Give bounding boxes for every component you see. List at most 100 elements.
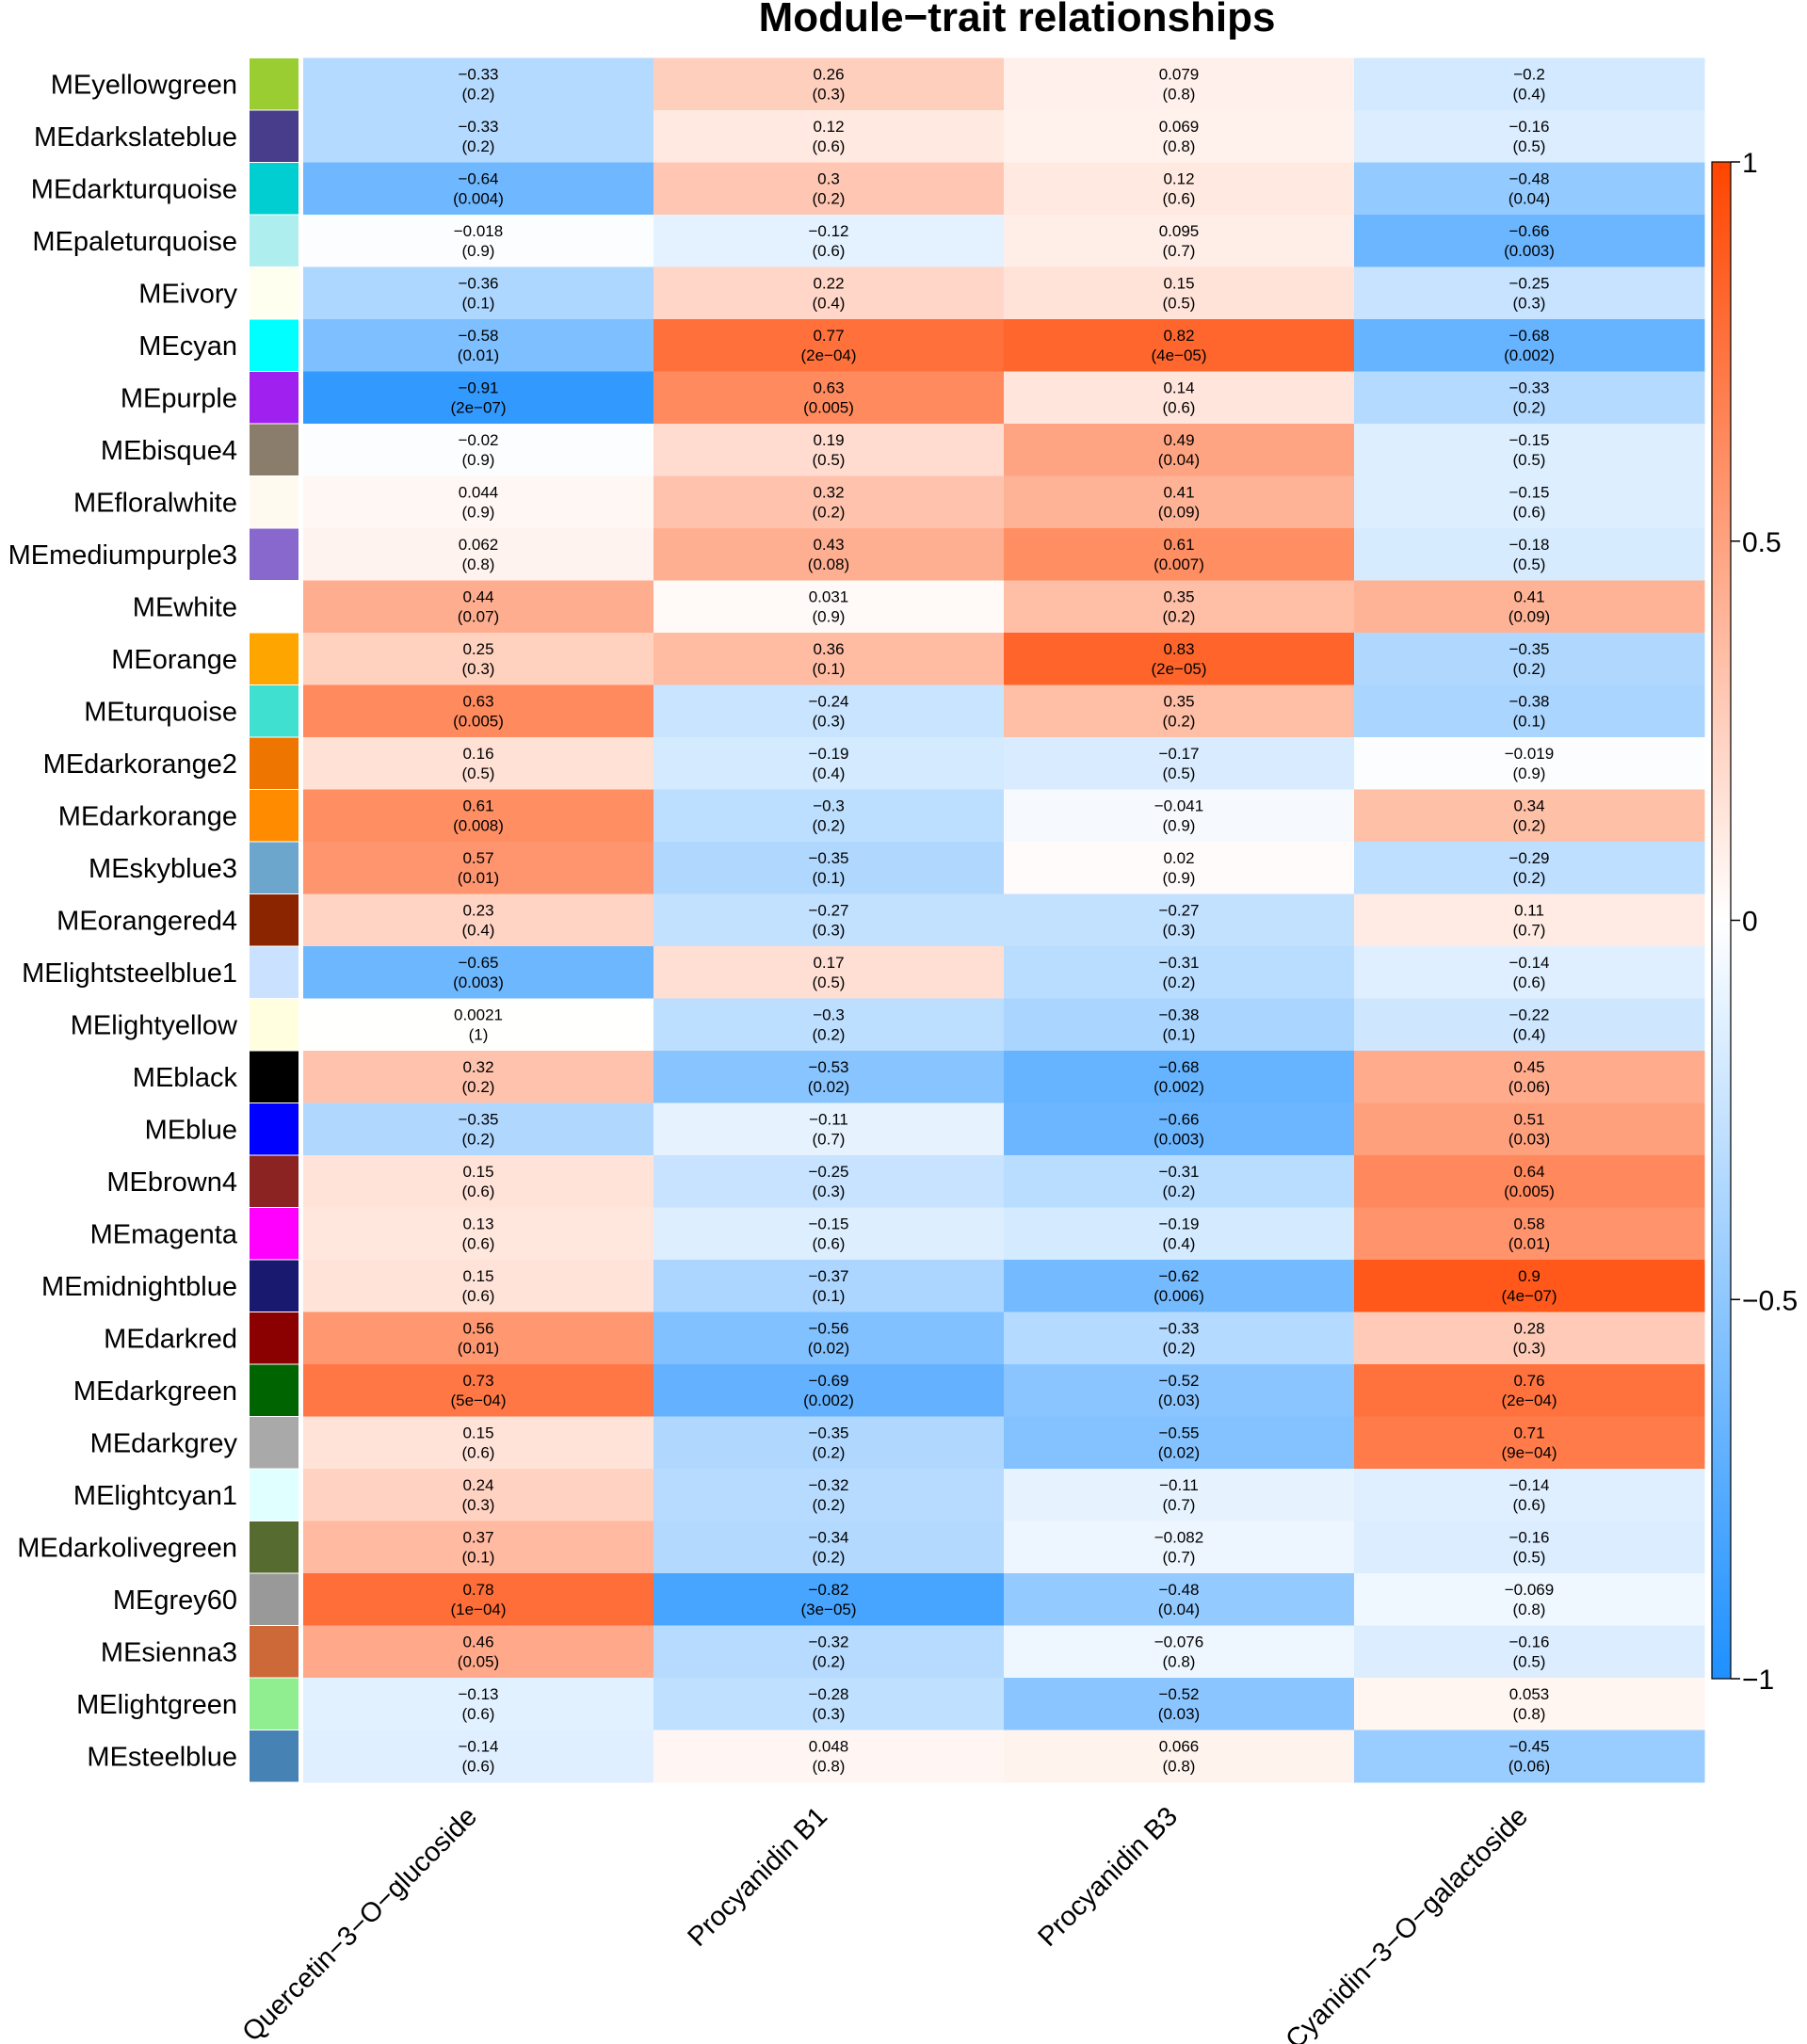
- cell-correlation: −0.56: [808, 1320, 848, 1338]
- cell-correlation: 0.82: [1163, 327, 1194, 345]
- cell-pvalue: (2e−05): [1151, 660, 1206, 678]
- cell-correlation: −0.82: [808, 1581, 848, 1599]
- cell-correlation: −0.48: [1158, 1581, 1199, 1599]
- cell-correlation: 0.23: [462, 902, 493, 920]
- cell-correlation: −0.35: [458, 1111, 498, 1129]
- heatmap-cell: [1354, 371, 1705, 425]
- cell-pvalue: (0.005): [1504, 1183, 1555, 1200]
- cell-correlation: 0.25: [462, 640, 493, 658]
- row-label: MEskyblue3: [89, 854, 237, 884]
- cell-correlation: −0.35: [808, 1424, 848, 1442]
- cell-correlation: 0.61: [1163, 536, 1194, 554]
- heatmap-cell: [1354, 266, 1705, 320]
- heatmap-cell: [303, 1312, 654, 1365]
- cell-pvalue: (0.3): [813, 1705, 846, 1723]
- cell-pvalue: (0.5): [1513, 451, 1546, 469]
- cell-correlation: 0.76: [1513, 1372, 1544, 1390]
- heatmap-cell: [653, 580, 1005, 634]
- cell-pvalue: (0.02): [808, 1078, 849, 1096]
- cell-pvalue: (0.2): [813, 504, 846, 522]
- heatmap-cell: [303, 998, 654, 1052]
- cell-pvalue: (0.1): [813, 869, 846, 887]
- legend-tick-label: 1: [1742, 148, 1758, 179]
- cell-correlation: 0.58: [1513, 1215, 1544, 1233]
- module-swatch: [250, 790, 298, 842]
- cell-correlation: −0.58: [458, 327, 498, 345]
- cell-correlation: −0.69: [808, 1372, 848, 1390]
- heatmap-cell: [1354, 1678, 1705, 1730]
- cell-correlation: −0.31: [1158, 954, 1199, 972]
- cell-pvalue: (0.008): [453, 817, 504, 835]
- module-swatch: [250, 1626, 298, 1678]
- heatmap-cell: [1354, 57, 1705, 111]
- heatmap-cell: [303, 110, 654, 163]
- heatmap-cell: [1354, 1573, 1705, 1626]
- row-label: MElightsteelblue1: [22, 958, 237, 989]
- cell-correlation: 0.053: [1509, 1685, 1550, 1703]
- cell-pvalue: (0.3): [813, 922, 846, 940]
- cell-pvalue: (0.07): [458, 608, 499, 626]
- cell-correlation: 0.15: [1163, 275, 1194, 293]
- cell-pvalue: (0.6): [462, 1758, 495, 1776]
- heatmap-cell: [653, 1678, 1005, 1730]
- row-label: MEdarkslateblue: [34, 122, 237, 153]
- module-swatch: [250, 1051, 298, 1102]
- heatmap-cell: [1004, 946, 1355, 999]
- cell-pvalue: (0.6): [1163, 399, 1196, 417]
- cell-correlation: 0.19: [813, 431, 844, 449]
- heatmap-cells: −0.33(0.2)0.26(0.3)0.079(0.8)−0.2(0.4)−0…: [303, 57, 1705, 1783]
- heatmap-cell: [1354, 1207, 1705, 1261]
- cell-correlation: −0.19: [808, 745, 848, 763]
- cell-pvalue: (0.7): [1163, 1549, 1196, 1567]
- cell-pvalue: (0.2): [1163, 1183, 1196, 1200]
- heatmap-cell: [303, 1678, 654, 1730]
- row-label: MElightgreen: [76, 1690, 237, 1720]
- cell-pvalue: (0.4): [462, 922, 495, 940]
- heatmap-cell: [1354, 684, 1705, 738]
- cell-pvalue: (0.01): [458, 1340, 499, 1358]
- cell-pvalue: (0.2): [813, 1496, 846, 1514]
- cell-pvalue: (0.8): [1163, 137, 1196, 155]
- cell-pvalue: (0.002): [803, 1392, 854, 1409]
- cell-pvalue: (0.03): [1158, 1392, 1200, 1409]
- cell-pvalue: (0.03): [1509, 1131, 1550, 1149]
- cell-correlation: −0.22: [1509, 1006, 1549, 1024]
- cell-pvalue: (2e−04): [800, 346, 856, 364]
- cell-correlation: 0.24: [462, 1476, 493, 1494]
- cell-correlation: −0.11: [1159, 1476, 1199, 1494]
- cell-pvalue: (0.1): [462, 295, 495, 313]
- row-label: MEturquoise: [84, 697, 237, 727]
- heatmap-cell: [1004, 1364, 1355, 1417]
- heatmap-cell: [653, 684, 1005, 738]
- cell-correlation: −0.24: [808, 693, 848, 711]
- cell-correlation: −0.14: [458, 1738, 498, 1756]
- cell-correlation: −0.52: [1158, 1372, 1199, 1390]
- cell-correlation: −0.37: [808, 1267, 848, 1285]
- heatmap-cell: [653, 1051, 1005, 1103]
- cell-correlation: 0.57: [462, 849, 493, 867]
- column-labels: Quercetin−3−O−glucoside Procyanidin B1 Pro…: [236, 1801, 1533, 2044]
- cell-pvalue: (0.002): [1504, 346, 1555, 364]
- heatmap-cell: [303, 789, 654, 843]
- heatmap-cell: [1004, 424, 1355, 476]
- cell-pvalue: (0.05): [458, 1653, 499, 1671]
- cell-pvalue: (0.2): [1163, 608, 1196, 626]
- cell-pvalue: (5e−04): [450, 1392, 506, 1409]
- cell-correlation: 0.49: [1163, 431, 1194, 449]
- heatmap-cell: [1354, 1312, 1705, 1365]
- cell-correlation: −0.14: [1509, 954, 1549, 972]
- cell-pvalue: (0.1): [1163, 1026, 1196, 1044]
- cell-pvalue: (0.6): [1513, 1496, 1546, 1514]
- cell-pvalue: (0.2): [813, 190, 846, 208]
- cell-correlation: 0.35: [1163, 693, 1194, 711]
- cell-correlation: 0.83: [1163, 640, 1194, 658]
- cell-pvalue: (0.01): [458, 869, 499, 887]
- row-label: MEpaleturquoise: [32, 227, 237, 257]
- cell-pvalue: (0.9): [462, 451, 495, 469]
- module-swatch: [250, 1312, 298, 1364]
- legend-tick-label: 0.5: [1742, 527, 1782, 558]
- cell-correlation: −0.45: [1509, 1738, 1549, 1756]
- module-swatch: [250, 581, 298, 633]
- heatmap-cell: [303, 57, 654, 111]
- heatmap-cell: [1004, 737, 1355, 790]
